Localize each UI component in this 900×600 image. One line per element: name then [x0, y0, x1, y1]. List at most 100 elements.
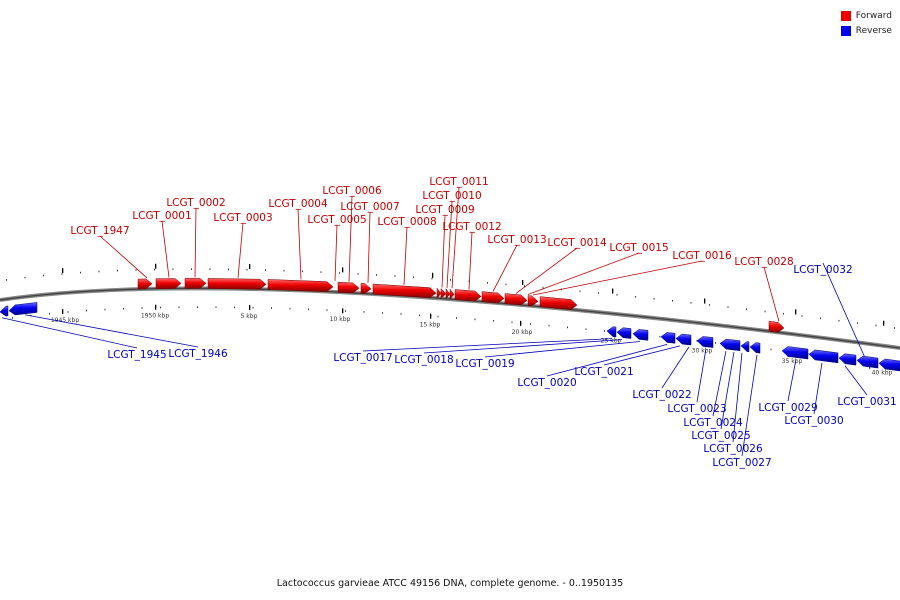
gene-arrow-lcgt_0024[interactable] — [740, 341, 750, 353]
gene-arrow-lcgt_0012[interactable] — [454, 289, 482, 302]
ruler-label: 25 kbp — [601, 337, 622, 344]
ruler-label: 20 kbp — [512, 329, 533, 336]
gene-arrow-lcgt_0016[interactable] — [539, 296, 578, 310]
gene-arrow-lcgt_1945[interactable] — [0, 305, 9, 317]
gene-label-lcgt_0028[interactable]: LCGT_0028 — [734, 256, 793, 268]
gene-label-lcgt_0008[interactable]: LCGT_0008 — [377, 216, 436, 228]
gene-label-lcgt_0032[interactable]: LCGT_0032 — [793, 264, 852, 276]
leader-lcgt_0010 — [446, 200, 453, 288]
gene-arrow-lcgt_0007[interactable] — [372, 283, 437, 298]
major-tick-upper — [62, 268, 64, 274]
gene-arrow-lcgt_0002[interactable] — [184, 278, 207, 289]
legend-reverse[interactable]: Reverse — [840, 23, 892, 38]
gene-arrow-lcgt_0023[interactable] — [719, 338, 741, 352]
gene-arrow-lcgt_0022[interactable] — [696, 336, 714, 348]
gene-arrow-lcgt_0025[interactable] — [749, 342, 761, 354]
leader-lcgt_0016 — [532, 260, 703, 296]
leader-lcgt_0015 — [527, 252, 640, 295]
leader-lcgt_0005 — [334, 224, 338, 281]
major-tick-upper — [704, 298, 706, 304]
gene-label-lcgt_0029[interactable]: LCGT_0029 — [758, 402, 817, 414]
leader-lcgt_1947 — [99, 235, 148, 279]
gene-arrow-lcgt_0017[interactable] — [606, 326, 617, 338]
gene-arrow-lcgt_0019[interactable] — [632, 329, 649, 341]
gene-label-lcgt_0012[interactable]: LCGT_0012 — [442, 221, 501, 233]
tick-upper — [579, 290, 581, 292]
leader-lcgt_0007 — [367, 211, 371, 283]
major-tick-lower — [62, 309, 64, 315]
tick-lower — [86, 309, 87, 312]
gene-label-lcgt_1946[interactable]: LCGT_1946 — [168, 348, 228, 360]
gene-arrow-lcgt_0013[interactable] — [481, 291, 505, 304]
tick-upper — [209, 268, 211, 270]
gene-label-lcgt_0017[interactable]: LCGT_0017 — [333, 352, 392, 364]
gene-arrow-lcgt_0021[interactable] — [675, 333, 692, 346]
gene-label-lcgt_0023[interactable]: LCGT_0023 — [667, 403, 726, 415]
tick-upper — [135, 269, 137, 271]
gene-arrow-lcgt_0008[interactable] — [436, 287, 442, 299]
leader-lcgt_0009 — [441, 214, 446, 288]
gene-label-lcgt_0010[interactable]: LCGT_0010 — [422, 190, 481, 202]
forward-swatch — [840, 10, 851, 21]
gene-label-lcgt_0031[interactable]: LCGT_0031 — [837, 396, 896, 408]
major-tick-upper — [249, 263, 251, 269]
gene-label-lcgt_0022[interactable]: LCGT_0022 — [632, 389, 691, 401]
gene-label-lcgt_1947[interactable]: LCGT_1947 — [70, 225, 129, 237]
gene-arrow-lcgt_0001[interactable] — [155, 278, 182, 289]
gene-label-lcgt_0025[interactable]: LCGT_0025 — [691, 430, 750, 442]
gene-arrow-lcgt_0003[interactable] — [207, 278, 267, 290]
gene-label-lcgt_0007[interactable]: LCGT_0007 — [340, 201, 399, 213]
tick-lower — [437, 315, 439, 318]
leader-lcgt_0008 — [403, 226, 408, 285]
gene-label-lcgt_0020[interactable]: LCGT_0020 — [517, 377, 576, 389]
gene-arrow-lcgt_0015[interactable] — [527, 295, 539, 307]
gene-label-lcgt_0018[interactable]: LCGT_0018 — [394, 354, 453, 366]
gene-label-lcgt_0027[interactable]: LCGT_0027 — [712, 457, 771, 469]
ruler-label: 35 kbp — [782, 358, 803, 365]
gene-label-lcgt_0011[interactable]: LCGT_0011 — [429, 176, 488, 188]
gene-label-lcgt_0024[interactable]: LCGT_0024 — [683, 417, 743, 429]
gene-arrow-lcgt_0026[interactable] — [781, 346, 809, 360]
gene-label-lcgt_0003[interactable]: LCGT_0003 — [213, 212, 272, 224]
ruler-label: 1950 kbp — [141, 313, 169, 320]
leader-lcgt_0030 — [813, 362, 823, 415]
gene-label-lcgt_1945[interactable]: LCGT_1945 — [107, 349, 166, 361]
gene-arrow-lcgt_0014[interactable] — [504, 293, 528, 306]
gene-arrow-lcgt_1947[interactable] — [137, 278, 153, 290]
gene-arrow-lcgt_0011[interactable] — [449, 288, 455, 300]
gene-label-lcgt_0019[interactable]: LCGT_0019 — [455, 358, 514, 370]
gene-arrow-lcgt_0018[interactable] — [616, 327, 632, 339]
gene-label-lcgt_0014[interactable]: LCGT_0014 — [547, 237, 607, 249]
gene-arrow-lcgt_0028[interactable] — [768, 320, 785, 333]
gene-arrow-lcgt_0006[interactable] — [360, 283, 372, 294]
gene-label-lcgt_0001[interactable]: LCGT_0001 — [132, 210, 191, 222]
gene-label-lcgt_0015[interactable]: LCGT_0015 — [609, 242, 668, 254]
major-tick-upper — [522, 280, 524, 286]
gene-arrow-lcgt_0010[interactable] — [445, 288, 451, 300]
gene-arrow-lcgt_0009[interactable] — [440, 287, 447, 300]
tick-upper — [820, 317, 821, 320]
ruler-label: 5 kbp — [241, 313, 258, 320]
gene-arrow-lcgt_1946[interactable] — [8, 302, 38, 316]
gene-label-lcgt_0021[interactable]: LCGT_0021 — [574, 366, 633, 378]
leader-lcgt_0020 — [546, 344, 668, 377]
gene-label-lcgt_0004[interactable]: LCGT_0004 — [268, 198, 328, 210]
legend-forward[interactable]: Forward — [840, 8, 892, 23]
gene-arrow-lcgt_0027[interactable] — [808, 349, 839, 364]
gene-label-lcgt_0006[interactable]: LCGT_0006 — [322, 185, 382, 197]
gene-label-lcgt_0002[interactable]: LCGT_0002 — [166, 197, 225, 209]
gene-label-lcgt_0016[interactable]: LCGT_0016 — [672, 250, 732, 262]
gene-arrow-lcgt_0005[interactable] — [337, 281, 360, 294]
gene-arrow-lcgt_0029[interactable] — [838, 353, 857, 366]
tick-upper — [320, 271, 322, 273]
gene-label-lcgt_0026[interactable]: LCGT_0026 — [703, 443, 763, 455]
gene-label-lcgt_0013[interactable]: LCGT_0013 — [487, 234, 546, 246]
gene-arrow-lcgt_0020[interactable] — [660, 332, 676, 344]
gene-arrow-lcgt_0030[interactable] — [856, 355, 879, 369]
gene-arrow-lcgt_0031[interactable] — [878, 358, 900, 372]
gene-label-lcgt_0030[interactable]: LCGT_0030 — [784, 415, 843, 427]
gene-arrow-lcgt_0004[interactable] — [267, 279, 334, 292]
gene-label-lcgt_0009[interactable]: LCGT_0009 — [415, 204, 474, 216]
gene-label-lcgt_0005[interactable]: LCGT_0005 — [307, 214, 366, 226]
tick-lower — [197, 306, 198, 308]
